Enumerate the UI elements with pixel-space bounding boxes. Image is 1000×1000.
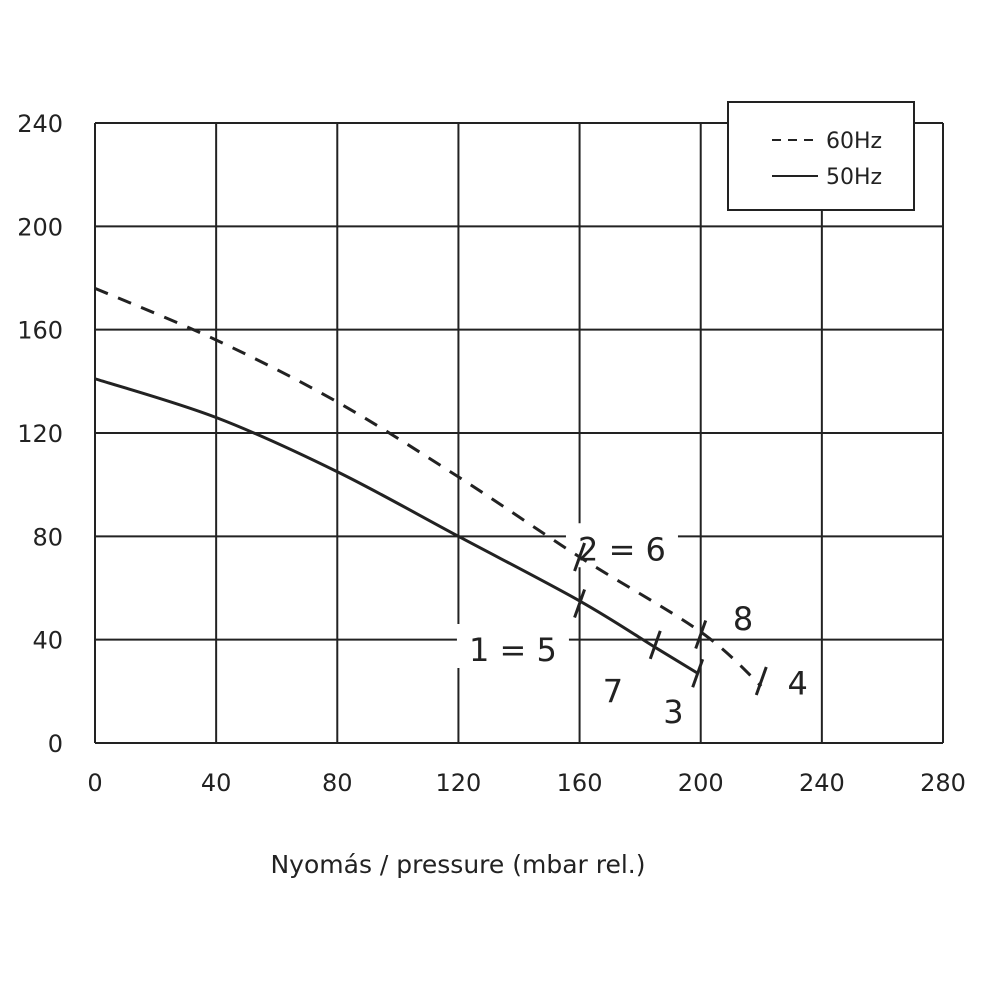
annotations: 2 = 6 84 1 = 5 7 3	[469, 530, 808, 731]
point-marker	[573, 588, 586, 619]
annotation-mask	[456, 624, 569, 668]
y-tick-label: 160	[17, 317, 63, 345]
x-tick-label: 40	[201, 769, 232, 797]
annotation-mask	[777, 657, 818, 702]
point-markers	[573, 542, 768, 696]
annotation-label: 3	[663, 693, 683, 731]
y-tick-label: 120	[17, 420, 63, 448]
x-tick-label: 120	[436, 769, 482, 797]
series-line-60hz	[94, 286, 763, 688]
point-marker	[754, 666, 768, 696]
point-marker	[648, 630, 662, 660]
x-tick-label: 240	[799, 769, 845, 797]
y-tick-label: 0	[48, 730, 63, 758]
y-tick-label: 80	[32, 523, 63, 551]
x-tick-label: 280	[920, 769, 966, 797]
x-tick-label: 80	[322, 769, 353, 797]
point-marker	[694, 619, 708, 650]
annotation-mask	[653, 686, 694, 730]
point-marker	[573, 542, 586, 572]
point-marker	[691, 658, 705, 688]
y-tick-label: 200	[17, 213, 63, 241]
y-tick-label: 240	[17, 110, 63, 138]
annotation-mask	[592, 665, 633, 710]
grid	[94, 122, 944, 744]
tick-labels: 0 40 80 120 160 200 240 280 0 40 80 120 160 200 240	[17, 110, 966, 797]
annotation-label: 8	[733, 600, 753, 638]
y-tick-label: 40	[32, 627, 63, 655]
x-axis-label: Nyomás / pressure (mbar rel.)	[270, 850, 645, 879]
legend: 60Hz 50Hz	[727, 101, 915, 211]
annotation-mask	[723, 593, 764, 637]
annotation-label: 4	[787, 665, 807, 703]
legend-label-50hz: 50Hz	[826, 165, 882, 190]
series-line-50hz	[94, 377, 699, 675]
series-lines	[94, 286, 763, 688]
x-tick-label: 0	[87, 769, 102, 797]
legend-box	[727, 101, 915, 211]
annotation-label: 2 = 6	[578, 530, 666, 568]
annotation-label: 7	[603, 672, 623, 710]
annotation-label: 1 = 5	[469, 631, 557, 669]
legend-label-60hz: 60Hz	[826, 129, 882, 154]
x-tick-label: 160	[557, 769, 603, 797]
x-tick-label: 200	[678, 769, 724, 797]
